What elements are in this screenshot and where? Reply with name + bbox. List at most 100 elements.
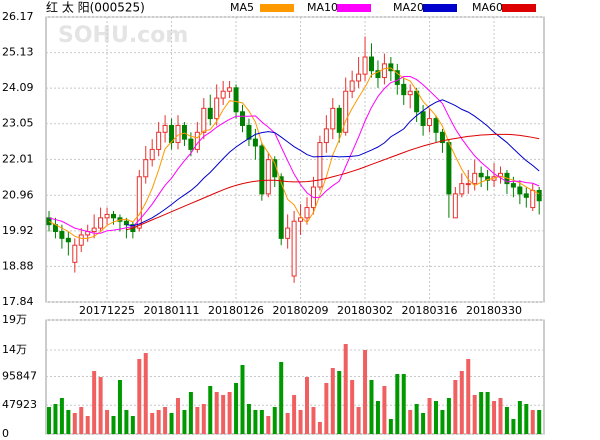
volume-bar <box>492 401 497 434</box>
candle-body <box>285 227 291 239</box>
candle-body <box>478 172 484 178</box>
volume-bar <box>72 413 77 434</box>
y-tick-label: 14万 <box>2 343 27 356</box>
volume-bar <box>111 416 116 434</box>
volume-bar <box>498 398 503 434</box>
x-tick-label: 20171225 <box>79 304 135 317</box>
ma-line <box>126 133 540 231</box>
candle-body <box>465 183 471 186</box>
candle-body <box>375 70 381 79</box>
candle-body <box>349 80 355 92</box>
volume-bar <box>285 413 290 434</box>
candle-body <box>104 213 110 219</box>
volume-bar <box>169 413 174 434</box>
volume-bar <box>466 359 471 434</box>
chart-title: 红 太 阳(000525) <box>46 0 145 15</box>
volume-bar <box>317 422 322 434</box>
volume-bar <box>188 392 193 434</box>
candle-body <box>304 207 310 219</box>
legend-swatch <box>260 4 294 12</box>
volume-bar <box>272 407 277 434</box>
volume-bar <box>375 401 380 434</box>
volume-bar <box>421 413 426 434</box>
candle-body <box>298 217 304 222</box>
volume-bar <box>453 380 458 434</box>
x-tick-label: 20180111 <box>144 304 200 317</box>
volume-bar <box>53 404 58 434</box>
candle-body <box>65 237 71 243</box>
candle-body <box>188 138 194 150</box>
candle-body <box>220 90 226 99</box>
volume-bar <box>227 392 232 434</box>
volume-bar <box>240 365 245 434</box>
volume-bar <box>330 368 335 434</box>
x-tick-label: 20180209 <box>273 304 329 317</box>
candle-body <box>207 107 213 120</box>
volume-bar <box>408 410 413 434</box>
volume-bar <box>305 377 309 434</box>
y-tick-label: 18.88 <box>2 259 34 272</box>
candle-body <box>356 73 362 82</box>
candle-body <box>536 189 542 202</box>
volume-bar <box>311 407 316 434</box>
volume-bar <box>253 410 258 434</box>
volume-bar <box>459 371 464 434</box>
candle-body <box>381 63 387 79</box>
candle-body <box>343 90 349 133</box>
candle-body <box>143 159 149 178</box>
y-tick-label: 19.92 <box>2 224 34 237</box>
candle-body <box>252 138 258 147</box>
volume-bar <box>472 395 477 434</box>
legend-swatch <box>337 4 371 12</box>
volume-bar <box>363 350 368 434</box>
volume-bar <box>517 401 522 434</box>
y-tick-label: 24.09 <box>2 81 34 94</box>
candle-body <box>459 183 465 195</box>
volume-bar <box>511 419 516 434</box>
ma-line <box>126 99 540 227</box>
volume-bar <box>66 410 71 434</box>
y-tick-label: 47923 <box>2 398 37 411</box>
candle-body <box>485 176 491 181</box>
x-tick-label: 20180126 <box>208 304 264 317</box>
volume-bar <box>163 407 168 434</box>
volume-bar <box>47 407 51 434</box>
volume-bar <box>137 359 142 434</box>
volume-bar <box>414 404 419 434</box>
y-tick-label: 26.17 <box>2 10 34 23</box>
legend-label: MA10 <box>307 1 338 14</box>
volume-bar <box>530 410 535 434</box>
candle-body <box>317 142 323 188</box>
candle-body <box>362 56 368 75</box>
volume-bar <box>150 413 155 434</box>
x-tick-label: 20180316 <box>402 304 458 317</box>
y-tick-label: 0 <box>2 427 9 440</box>
y-tick-label: 20.96 <box>2 188 34 201</box>
volume-bar <box>279 362 284 434</box>
candle-body <box>498 172 503 178</box>
volume-bar <box>356 407 361 434</box>
volume-bar <box>92 371 97 434</box>
volume-bar <box>98 377 103 434</box>
volume-bar <box>124 410 129 434</box>
volume-bar <box>343 344 348 434</box>
candle-body <box>394 70 400 85</box>
candle-body <box>162 124 168 133</box>
volume-bar <box>234 383 239 434</box>
volume-bar <box>208 386 213 434</box>
volume-bar <box>221 395 226 434</box>
candle-body <box>420 111 426 126</box>
volume-bar <box>446 398 451 434</box>
candle-body <box>227 87 233 92</box>
volume-bar <box>292 395 297 434</box>
x-tick-label: 20180302 <box>337 304 393 317</box>
volume-bar <box>401 374 406 434</box>
volume-bar <box>485 392 490 434</box>
legend-label: MA60 <box>472 1 503 14</box>
candle-body <box>523 193 529 198</box>
candle-body <box>246 124 252 140</box>
candle-body <box>433 118 439 133</box>
candle-body <box>181 124 187 140</box>
volume-bar <box>382 386 387 434</box>
